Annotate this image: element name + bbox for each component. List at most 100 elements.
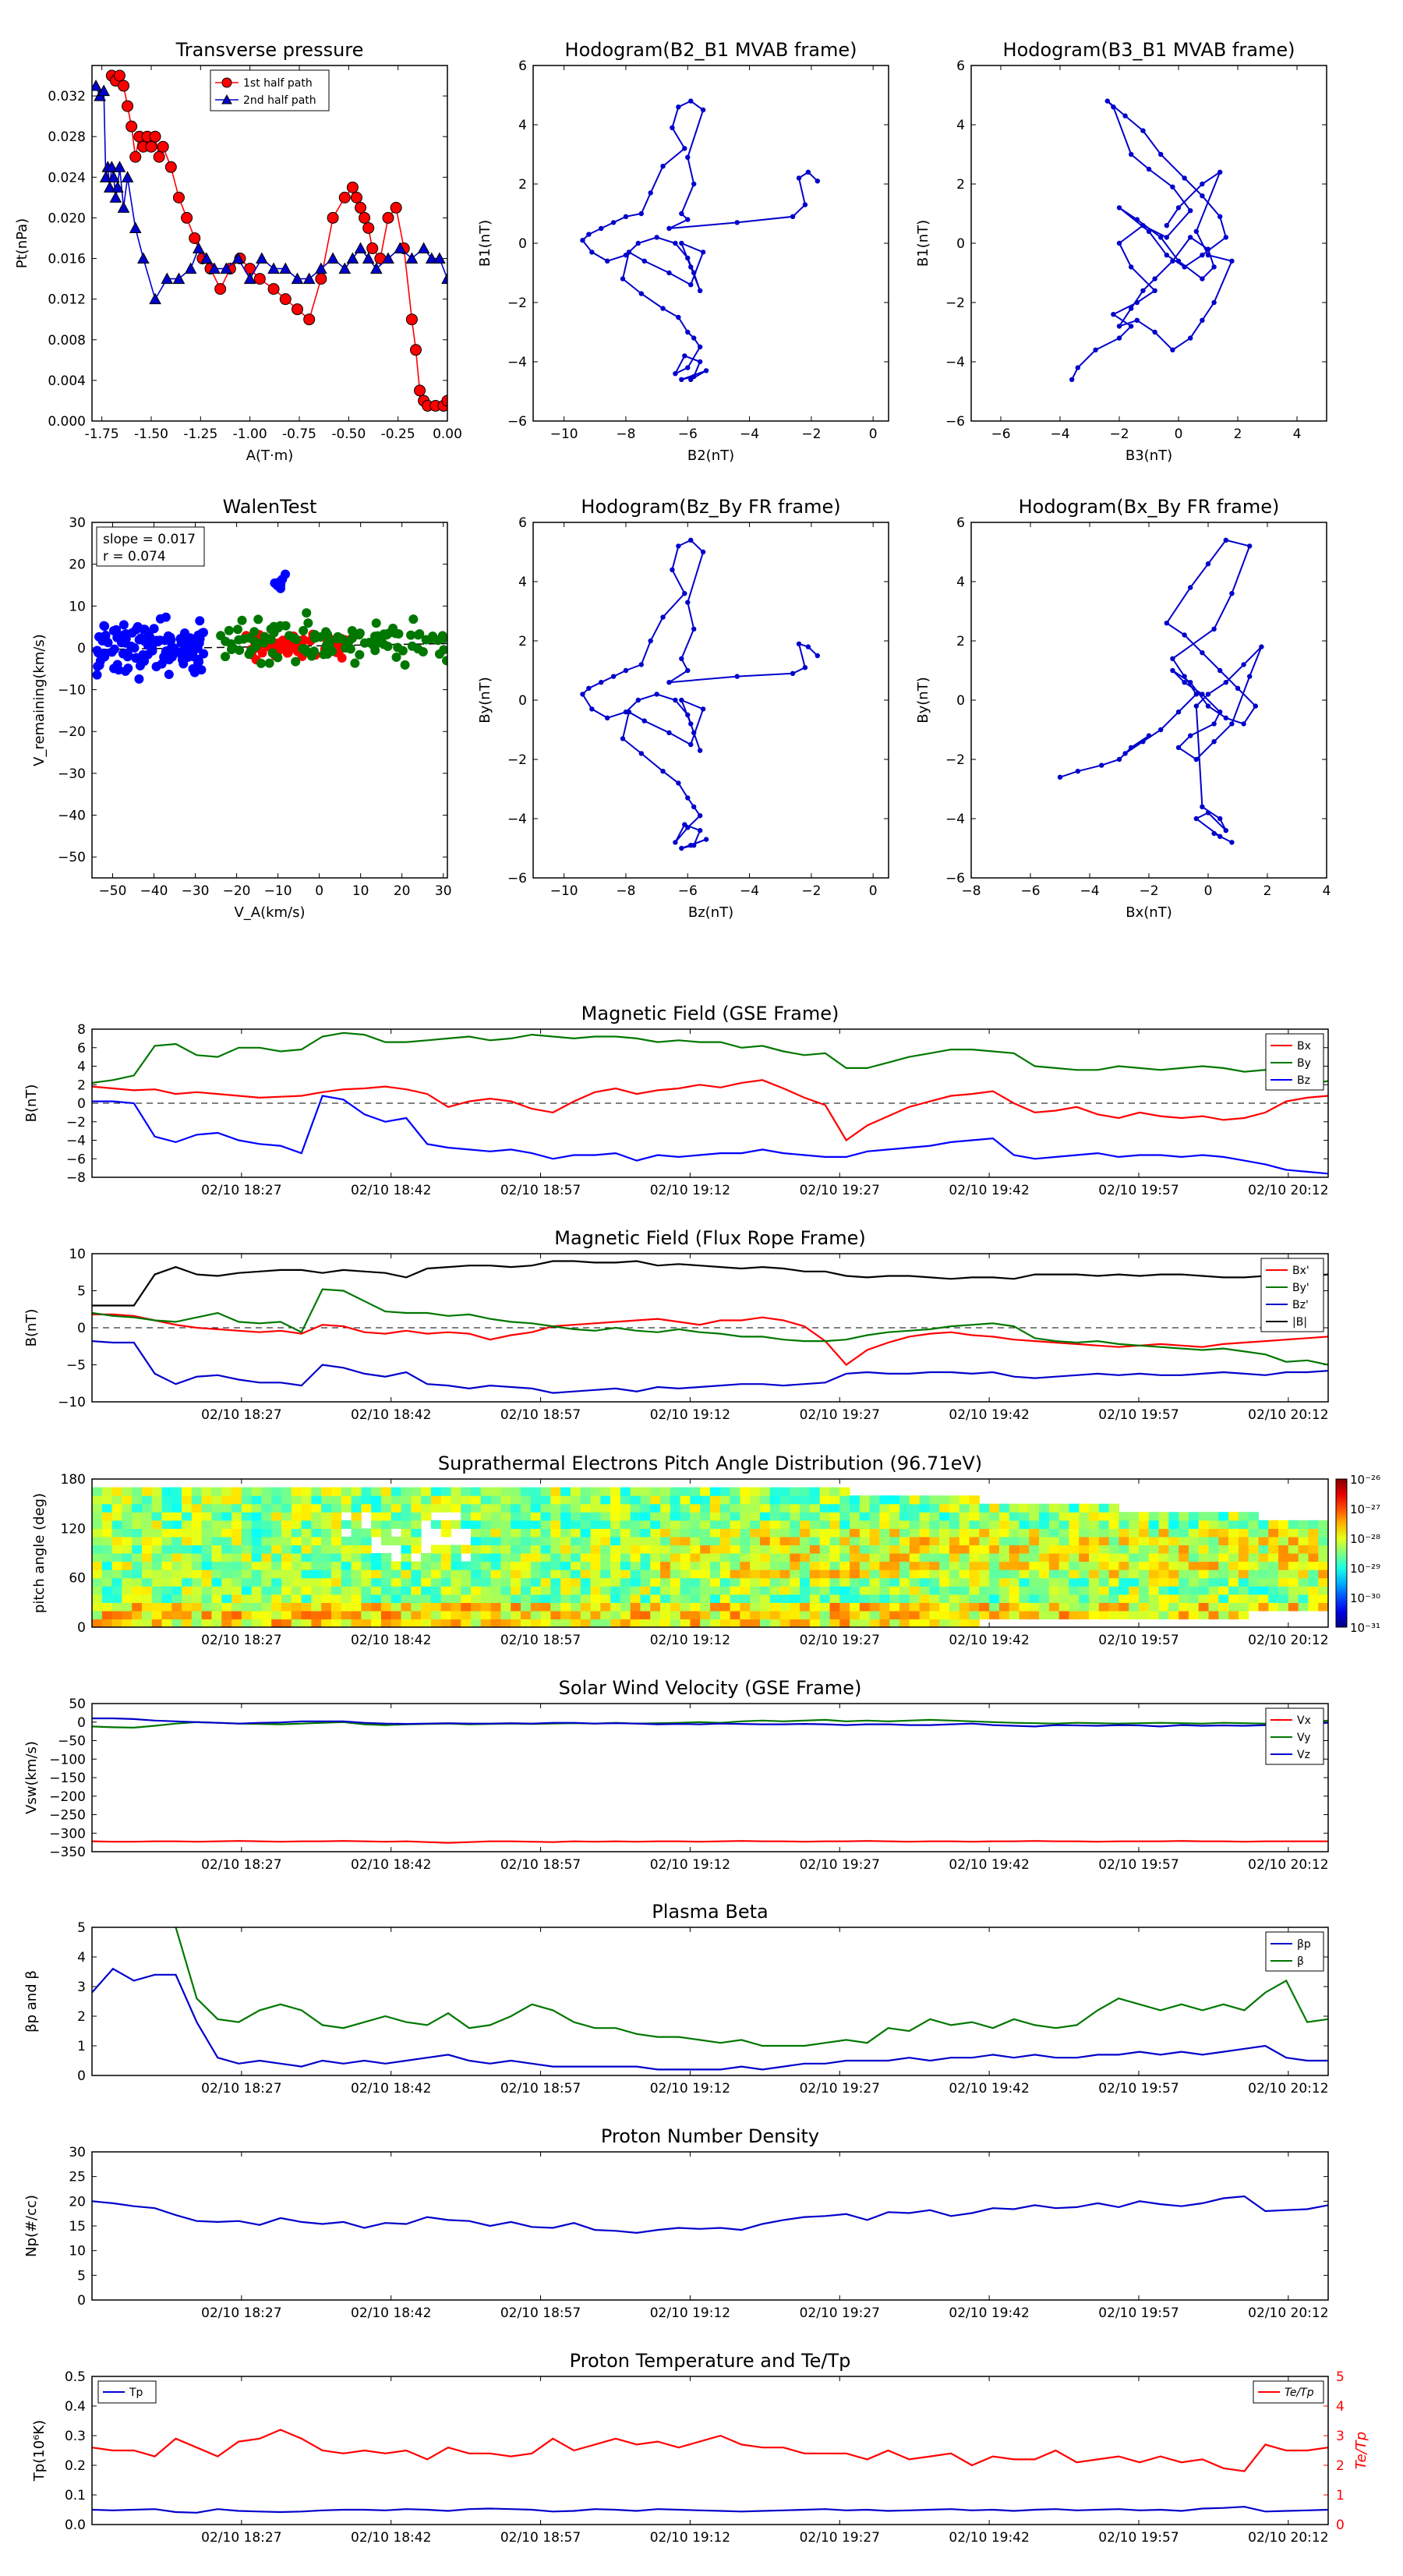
- heatmap-cell: [1119, 1528, 1129, 1537]
- y-tick-label: 50: [69, 1697, 86, 1712]
- heatmap-cell: [600, 1610, 611, 1620]
- heatmap-cell: [401, 1586, 412, 1595]
- hodogram-point: [1170, 258, 1175, 264]
- heatmap-cell: [829, 1536, 840, 1546]
- heatmap-cell: [500, 1586, 511, 1595]
- y-axis-label: V_remaining(km/s): [31, 634, 48, 766]
- heatmap-cell: [790, 1536, 800, 1546]
- heatmap-cell: [670, 1619, 681, 1627]
- heatmap-cell: [819, 1536, 831, 1546]
- heatmap-cell: [790, 1503, 800, 1513]
- heatmap-cell: [800, 1520, 811, 1529]
- heatmap-cell: [511, 1586, 521, 1595]
- heatmap-cell: [600, 1586, 611, 1595]
- walen-point: [177, 655, 187, 665]
- heatmap-cell: [899, 1528, 910, 1537]
- heatmap-cell: [580, 1536, 592, 1546]
- hodogram-point: [1229, 721, 1235, 727]
- heatmap-cell: [600, 1569, 611, 1579]
- walen-point: [143, 649, 153, 660]
- hodogram-point: [586, 685, 592, 691]
- heatmap-cell: [281, 1553, 292, 1562]
- hodogram-point: [1200, 317, 1205, 323]
- x-tick-label: 02/10 18:27: [201, 2530, 281, 2546]
- heatmap-cell: [660, 1487, 671, 1496]
- heatmap-cell: [1268, 1561, 1279, 1570]
- hodogram-point: [1235, 685, 1241, 691]
- walen-point: [415, 628, 425, 639]
- heatmap-cell: [261, 1528, 272, 1537]
- heatmap-cell: [1079, 1569, 1090, 1579]
- walen-point: [391, 628, 401, 639]
- heatmap-cell: [879, 1520, 890, 1529]
- heatmap-cell: [221, 1487, 232, 1496]
- walen-point: [257, 648, 267, 658]
- heatmap-cell: [1069, 1561, 1080, 1570]
- heatmap-cell: [620, 1545, 631, 1554]
- heatmap-cell: [1029, 1536, 1040, 1546]
- heatmap-cell: [421, 1512, 432, 1521]
- heatmap-cell: [511, 1520, 521, 1529]
- heatmap-cell: [511, 1602, 521, 1612]
- heatmap-cell: [1148, 1528, 1160, 1537]
- heatmap-cell: [969, 1536, 980, 1546]
- y-tick-label: −250: [49, 1808, 86, 1824]
- y-tick-label: 4: [77, 1060, 86, 1075]
- heatmap-cell: [759, 1602, 771, 1612]
- series-line-bx: [92, 1313, 1328, 1366]
- y-tick-label: 5: [77, 2268, 86, 2284]
- heatmap-cell: [610, 1520, 621, 1529]
- heatmap-cell: [291, 1487, 302, 1496]
- walen-point: [323, 629, 333, 639]
- data-point: [129, 221, 142, 233]
- hodogram-point: [1211, 830, 1217, 837]
- heatmap-cell: [1069, 1602, 1080, 1612]
- x-tick-label: −2: [801, 883, 821, 899]
- walen-point: [195, 616, 205, 626]
- heatmap-cell: [1019, 1577, 1030, 1587]
- heatmap-cell: [600, 1487, 611, 1496]
- y-tick-label: −100: [49, 1752, 86, 1767]
- heatmap-cell: [909, 1577, 921, 1587]
- heatmap-cell: [440, 1545, 452, 1554]
- walen-point: [100, 621, 110, 632]
- heatmap-cell: [809, 1610, 821, 1620]
- heatmap-cell: [540, 1553, 551, 1562]
- heatmap-cell: [909, 1594, 921, 1603]
- heatmap-cell: [750, 1536, 761, 1546]
- heatmap-cell: [800, 1619, 811, 1627]
- heatmap-cell: [759, 1536, 771, 1546]
- heatmap-cell: [929, 1520, 940, 1529]
- heatmap-cell: [490, 1487, 501, 1496]
- heatmap-cell: [590, 1577, 601, 1587]
- chart-title: Proton Temperature and Te/Tp: [570, 2350, 851, 2372]
- y-tick-label: 0: [77, 1096, 86, 1112]
- heatmap-cell: [759, 1503, 771, 1513]
- heatmap-cell: [719, 1561, 731, 1570]
- heatmap-cell: [769, 1512, 781, 1521]
- heatmap-cell: [401, 1594, 412, 1603]
- y-tick-label: 0.3: [65, 2429, 86, 2444]
- heatmap-cell: [550, 1619, 561, 1627]
- x-tick-label: 02/10 18:27: [201, 1183, 281, 1198]
- heatmap-cell: [440, 1594, 452, 1603]
- heatmap-cell: [311, 1545, 322, 1554]
- heatmap-cell: [1079, 1577, 1090, 1587]
- heatmap-cell: [122, 1610, 133, 1620]
- heatmap-cell: [839, 1586, 850, 1595]
- heatmap-cell: [1318, 1553, 1328, 1562]
- heatmap-cell: [550, 1602, 561, 1612]
- heatmap-cell: [790, 1569, 800, 1579]
- heatmap-cell: [391, 1602, 402, 1612]
- heatmap-cell: [380, 1569, 392, 1579]
- heatmap-cell: [430, 1495, 442, 1505]
- legend: Bx'By'Bz'|B|: [1260, 1258, 1324, 1332]
- heatmap-cell: [182, 1536, 193, 1546]
- heatmap-cell: [530, 1553, 542, 1562]
- heatmap-cell: [520, 1503, 532, 1513]
- walen-point: [162, 635, 172, 645]
- heatmap-cell: [141, 1536, 153, 1546]
- heatmap-cell: [590, 1528, 601, 1537]
- heatmap-cell: [719, 1577, 731, 1587]
